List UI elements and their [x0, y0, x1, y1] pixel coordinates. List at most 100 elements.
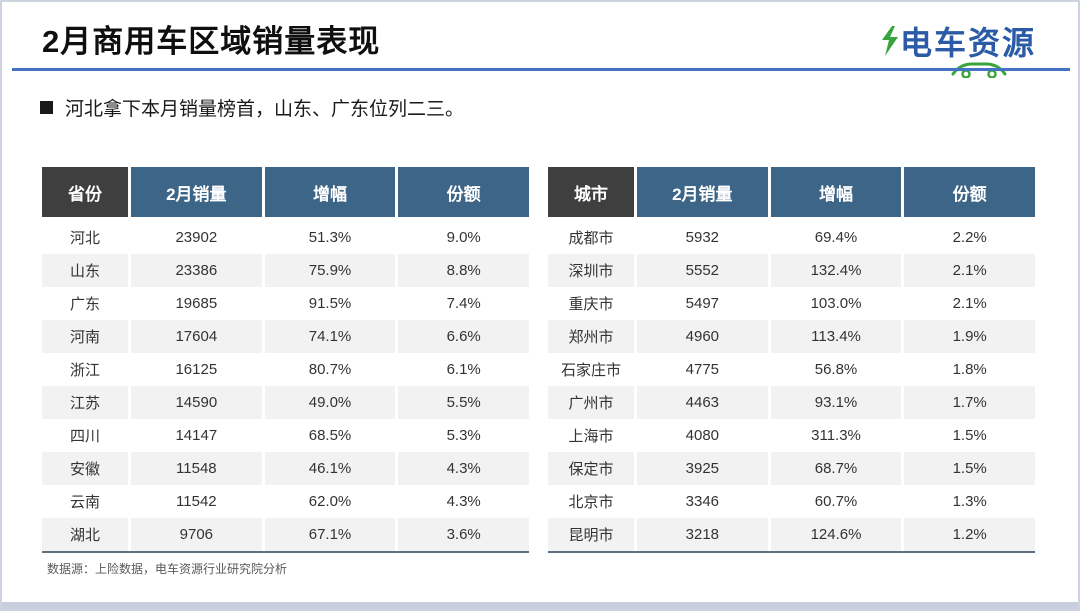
- province-sales-table: 省份 2月销量 增幅 份额 河北 23902 51.3% 9.0% 山东 23386 75.9% 8.…: [42, 167, 530, 553]
- table-cell: 2.1%: [904, 287, 1036, 320]
- table-cell: 3218: [637, 518, 768, 551]
- table-cell: 8.8%: [398, 254, 530, 287]
- table-row: 云南 11542 62.0% 4.3%: [42, 485, 530, 518]
- table-cell: 80.7%: [264, 353, 396, 386]
- table-row: 重庆市 5497 103.0% 2.1%: [548, 287, 1036, 320]
- table-cell: 23902: [131, 221, 262, 254]
- table-body: 成都市 5932 69.4% 2.2% 深圳市 5552 132.4% 2.1% 重庆市 5497…: [548, 221, 1036, 553]
- table-cell: 成都市: [548, 221, 634, 254]
- table-cell: 1.5%: [904, 452, 1036, 485]
- table-cell: 深圳市: [548, 254, 634, 287]
- table-row: 安徽 11548 46.1% 4.3%: [42, 452, 530, 485]
- table-cell: 311.3%: [770, 419, 902, 452]
- table-cell: 河北: [42, 221, 128, 254]
- header-cell: 增幅: [770, 167, 902, 217]
- table-cell: 4775: [637, 353, 768, 386]
- table-cell: 3.6%: [398, 518, 530, 551]
- table-cell: 4960: [637, 320, 768, 353]
- table-row: 河南 17604 74.1% 6.6%: [42, 320, 530, 353]
- table-cell: 安徽: [42, 452, 128, 485]
- table-cell: 5552: [637, 254, 768, 287]
- table-cell: 5.5%: [398, 386, 530, 419]
- table-cell: 4080: [637, 419, 768, 452]
- table-row: 四川 14147 68.5% 5.3%: [42, 419, 530, 452]
- table-row: 河北 23902 51.3% 9.0%: [42, 221, 530, 254]
- table-cell: 2.1%: [904, 254, 1036, 287]
- table-cell: 保定市: [548, 452, 634, 485]
- table-cell: 23386: [131, 254, 262, 287]
- table-cell: 56.8%: [770, 353, 902, 386]
- table-row: 湖北 9706 67.1% 3.6%: [42, 518, 530, 551]
- table-cell: 132.4%: [770, 254, 902, 287]
- table-header-row: 省份 2月销量 增幅 份额: [42, 167, 530, 217]
- table-cell: 113.4%: [770, 320, 902, 353]
- table-row: 广州市 4463 93.1% 1.7%: [548, 386, 1036, 419]
- table-cell: 6.6%: [398, 320, 530, 353]
- city-sales-table: 城市 2月销量 增幅 份额 成都市 5932 69.4% 2.2% 深圳市 5552 132.4% 2…: [548, 167, 1036, 553]
- table-cell: 5932: [637, 221, 768, 254]
- table-cell: 重庆市: [548, 287, 634, 320]
- table-cell: 103.0%: [770, 287, 902, 320]
- table-row: 广东 19685 91.5% 7.4%: [42, 287, 530, 320]
- header-cell: 份额: [904, 167, 1036, 217]
- header-cell: 2月销量: [131, 167, 262, 217]
- brand-logo-text: 电车资源: [899, 25, 1036, 61]
- table-cell: 1.8%: [904, 353, 1036, 386]
- table-cell: 3925: [637, 452, 768, 485]
- table-cell: 石家庄市: [548, 353, 634, 386]
- table-cell: 4463: [637, 386, 768, 419]
- page-title: 2月商用车区域销量表现: [42, 24, 381, 59]
- table-row: 成都市 5932 69.4% 2.2%: [548, 221, 1036, 254]
- header-cell: 2月销量: [637, 167, 768, 217]
- table-cell: 2.2%: [904, 221, 1036, 254]
- table-cell: 昆明市: [548, 518, 634, 551]
- table-cell: 9706: [131, 518, 262, 551]
- table-cell: 91.5%: [264, 287, 396, 320]
- table-cell: 江苏: [42, 386, 128, 419]
- table-cell: 62.0%: [264, 485, 396, 518]
- table-cell: 广东: [42, 287, 128, 320]
- table-cell: 69.4%: [770, 221, 902, 254]
- table-cell: 1.7%: [904, 386, 1036, 419]
- title-divider: [12, 68, 1070, 71]
- table-cell: 16125: [131, 353, 262, 386]
- table-cell: 60.7%: [770, 485, 902, 518]
- table-cell: 68.7%: [770, 452, 902, 485]
- table-cell: 6.1%: [398, 353, 530, 386]
- table-cell: 湖北: [42, 518, 128, 551]
- table-row: 山东 23386 75.9% 8.8%: [42, 254, 530, 287]
- table-cell: 14590: [131, 386, 262, 419]
- lightning-bolt-icon: [881, 26, 898, 56]
- table-cell: 51.3%: [264, 221, 396, 254]
- table-cell: 67.1%: [264, 518, 396, 551]
- table-row: 昆明市 3218 124.6% 1.2%: [548, 518, 1036, 551]
- table-row: 上海市 4080 311.3% 1.5%: [548, 419, 1036, 452]
- table-cell: 7.4%: [398, 287, 530, 320]
- table-cell: 49.0%: [264, 386, 396, 419]
- header-cell: 份额: [398, 167, 530, 217]
- table-cell: 四川: [42, 419, 128, 452]
- table-row: 深圳市 5552 132.4% 2.1%: [548, 254, 1036, 287]
- table-cell: 9.0%: [398, 221, 530, 254]
- key-insight: 河北拿下本月销量榜首，山东、广东位列二三。: [40, 94, 464, 121]
- table-cell: 14147: [131, 419, 262, 452]
- table-cell: 3346: [637, 485, 768, 518]
- table-body: 河北 23902 51.3% 9.0% 山东 23386 75.9% 8.8% 广东 19685 9…: [42, 221, 530, 553]
- table-cell: 1.2%: [904, 518, 1036, 551]
- table-cell: 5.3%: [398, 419, 530, 452]
- table-cell: 68.5%: [264, 419, 396, 452]
- table-cell: 4.3%: [398, 485, 530, 518]
- table-cell: 浙江: [42, 353, 128, 386]
- table-cell: 124.6%: [770, 518, 902, 551]
- table-cell: 17604: [131, 320, 262, 353]
- table-cell: 75.9%: [264, 254, 396, 287]
- bullet-square-icon: [40, 101, 53, 114]
- table-cell: 1.9%: [904, 320, 1036, 353]
- table-row: 江苏 14590 49.0% 5.5%: [42, 386, 530, 419]
- table-row: 浙江 16125 80.7% 6.1%: [42, 353, 530, 386]
- table-cell: 郑州市: [548, 320, 634, 353]
- header-cell: 城市: [548, 167, 634, 217]
- table-row: 北京市 3346 60.7% 1.3%: [548, 485, 1036, 518]
- table-row: 郑州市 4960 113.4% 1.9%: [548, 320, 1036, 353]
